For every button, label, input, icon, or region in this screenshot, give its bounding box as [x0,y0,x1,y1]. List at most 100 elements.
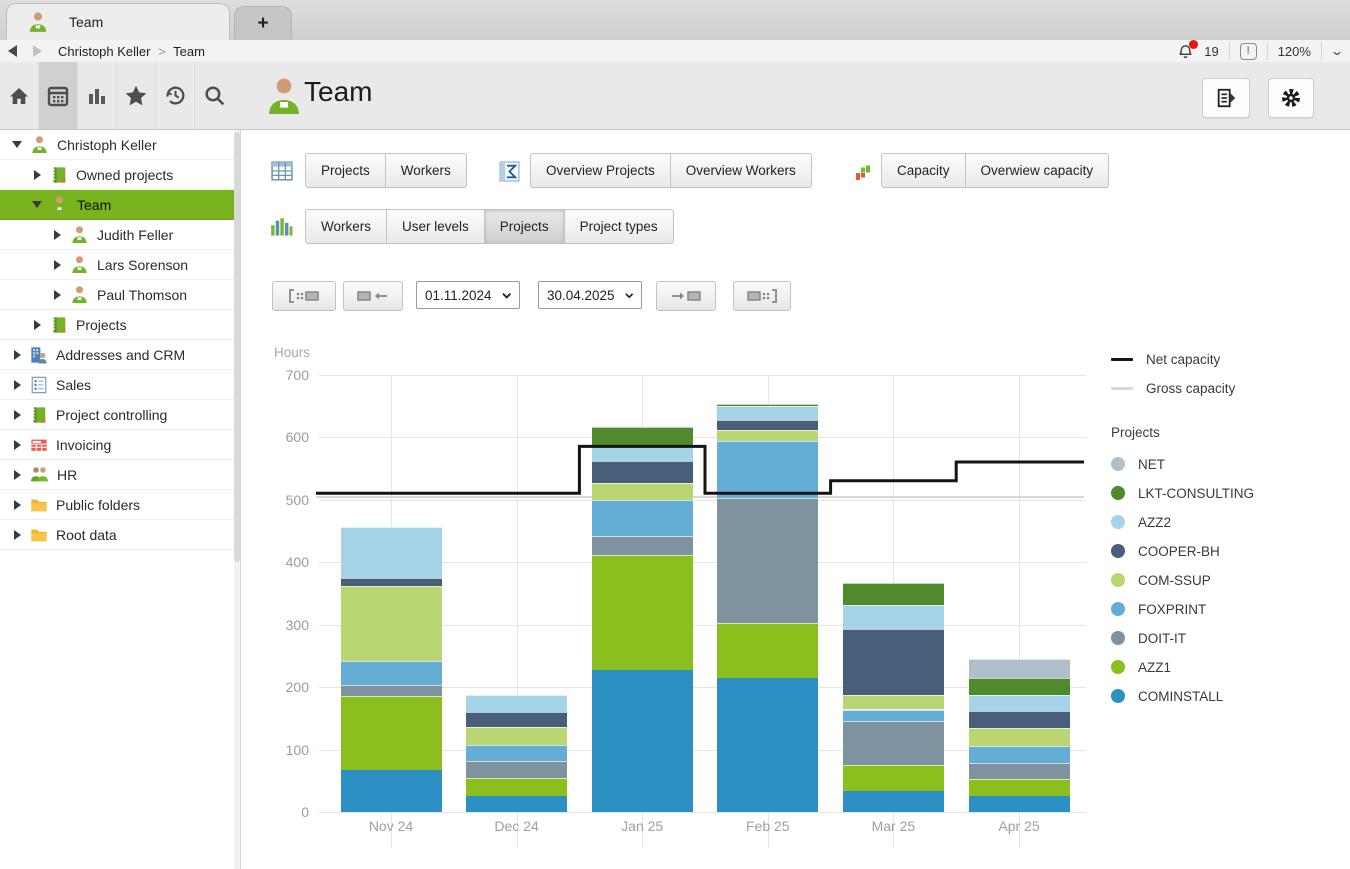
bar-segment-com-ssup[interactable] [591,483,693,501]
breadcrumb-current[interactable]: Team [173,43,205,59]
bar-segment-cooper-bh[interactable] [717,419,819,430]
bar-segment-com-ssup[interactable] [968,728,1070,747]
legend-project-lkt-consulting[interactable]: LKT-CONSULTING [1111,484,1254,502]
bar-segment-cooper-bh[interactable] [591,460,693,484]
tree-expand-arrow-icon[interactable] [8,529,26,540]
nav-statistics-button[interactable] [78,62,117,129]
legend-project-doit-it[interactable]: DOIT-IT [1111,629,1186,647]
legend-project-com-ssup[interactable]: COM-SSUP [1111,571,1211,589]
sidebar-item-lars-sorenson[interactable]: Lars Sorenson [0,250,234,280]
tree-expand-arrow-icon[interactable] [8,349,26,360]
tab-chart-project-types[interactable]: Project types [564,209,674,244]
tree-expand-arrow-icon[interactable] [48,259,66,270]
notification-count[interactable]: 19 [1204,43,1219,59]
sidebar-item-owned-projects[interactable]: Owned projects [0,160,234,190]
bar-segment-cominstall[interactable] [968,795,1070,813]
bar-segment-foxprint[interactable] [591,500,693,536]
bar-segment-azz1[interactable] [591,554,693,671]
step-forward-button[interactable] [656,281,716,311]
bar-segment-azz2[interactable] [340,527,442,578]
bar-segment-azz1[interactable] [717,622,819,678]
tree-collapse-arrow-icon[interactable] [28,201,46,208]
tree-expand-arrow-icon[interactable] [8,469,26,480]
bar-segment-lkt-consulting[interactable] [842,583,944,606]
tree-collapse-arrow-icon[interactable] [8,141,26,148]
nav-calendar-button[interactable] [39,62,78,129]
legend-project-foxprint[interactable]: FOXPRINT [1111,600,1206,618]
legend-net-capacity[interactable]: Net capacity [1111,350,1220,368]
tab-overview-projects[interactable]: Overview Projects [530,153,671,188]
report-export-button[interactable] [1202,78,1250,118]
bar-segment-com-ssup[interactable] [717,429,819,441]
bar-segment-cominstall[interactable] [591,670,693,812]
bar-segment-doit-it[interactable] [591,535,693,555]
bar-segment-lkt-consulting[interactable] [591,427,693,445]
legend-project-azz1[interactable]: AZZ1 [1111,658,1171,676]
tab-overwiew-capacity[interactable]: Overwiew capacity [965,153,1110,188]
window-tab-team[interactable]: Team [6,3,230,40]
bar-segment-azz1[interactable] [466,777,568,797]
nav-search-button[interactable] [195,62,234,129]
sidebar-item-public-folders[interactable]: Public folders [0,490,234,520]
bar-segment-azz2[interactable] [466,694,568,712]
tree-expand-arrow-icon[interactable] [48,229,66,240]
jump-to-end-button[interactable] [733,281,791,311]
bar-segment-doit-it[interactable] [466,760,568,778]
bar-segment-net[interactable] [968,658,1070,678]
tab-chart-user-levels[interactable]: User levels [387,209,485,244]
bar-segment-cooper-bh[interactable] [842,628,944,696]
chevron-down-icon[interactable]: ⌄ [1329,44,1345,58]
sidebar-item-root-data[interactable]: Root data [0,520,234,550]
tree-expand-arrow-icon[interactable] [8,439,26,450]
sidebar-item-sales[interactable]: Sales [0,370,234,400]
tree-expand-arrow-icon[interactable] [48,289,66,300]
legend-project-cooper-bh[interactable]: COOPER-BH [1111,542,1220,560]
end-date-select[interactable]: 30.04.2025 [538,281,642,309]
bar-segment-cominstall[interactable] [340,770,442,812]
bar-segment-cooper-bh[interactable] [466,712,568,727]
notification-bell-icon[interactable] [1177,39,1199,60]
sidebar-item-paul-thomson[interactable]: Paul Thomson [0,280,234,310]
bar-segment-doit-it[interactable] [968,762,1070,779]
legend-project-net[interactable]: NET [1111,455,1165,473]
sidebar-item-hr[interactable]: HR [0,460,234,490]
bar-segment-foxprint[interactable] [340,660,442,685]
bar-segment-lkt-consulting[interactable] [717,403,819,406]
bar-segment-cominstall[interactable] [466,796,568,812]
tree-expand-arrow-icon[interactable] [28,169,46,180]
bar-segment-foxprint[interactable] [717,440,819,498]
legend-project-cominstall[interactable]: COMINSTALL [1111,687,1223,705]
tree-expand-arrow-icon[interactable] [28,319,46,330]
tree-expand-arrow-icon[interactable] [8,379,26,390]
system-warning-icon[interactable]: ! [1239,42,1257,60]
settings-button[interactable] [1268,78,1314,118]
bar-segment-com-ssup[interactable] [340,585,442,661]
nav-home-button[interactable] [0,62,39,129]
bar-segment-cominstall[interactable] [717,677,819,812]
tab-chart-workers[interactable]: Workers [305,209,388,244]
sidebar-item-projects[interactable]: Projects [0,310,234,340]
sidebar-scrollbar-thumb[interactable] [234,132,240,562]
bar-segment-azz2[interactable] [717,405,819,420]
nav-favorites-button[interactable] [117,62,156,129]
sidebar-item-project-controlling[interactable]: Project controlling [0,400,234,430]
sidebar-item-invoicing[interactable]: Invoicing [0,430,234,460]
bar-segment-cominstall[interactable] [842,790,944,813]
bar-segment-doit-it[interactable] [717,497,819,623]
bar-segment-doit-it[interactable] [340,684,442,696]
forward-arrow-icon[interactable] [33,45,42,57]
bar-segment-foxprint[interactable] [842,709,944,721]
bar-segment-azz2[interactable] [968,695,1070,712]
bar-segment-lkt-consulting[interactable] [968,677,1070,696]
tab-chart-projects[interactable]: Projects [484,209,565,244]
new-tab-button[interactable]: + [234,6,292,41]
tab-workers[interactable]: Workers [385,153,467,188]
breadcrumb-user[interactable]: Christoph Keller [58,43,151,59]
bar-segment-doit-it[interactable] [842,720,944,766]
sidebar-item-judith-feller[interactable]: Judith Feller [0,220,234,250]
tab-projects[interactable]: Projects [305,153,386,188]
bar-segment-com-ssup[interactable] [842,695,944,710]
back-arrow-icon[interactable] [8,45,17,57]
bar-segment-cooper-bh[interactable] [968,711,1070,729]
bar-segment-foxprint[interactable] [968,746,1070,763]
